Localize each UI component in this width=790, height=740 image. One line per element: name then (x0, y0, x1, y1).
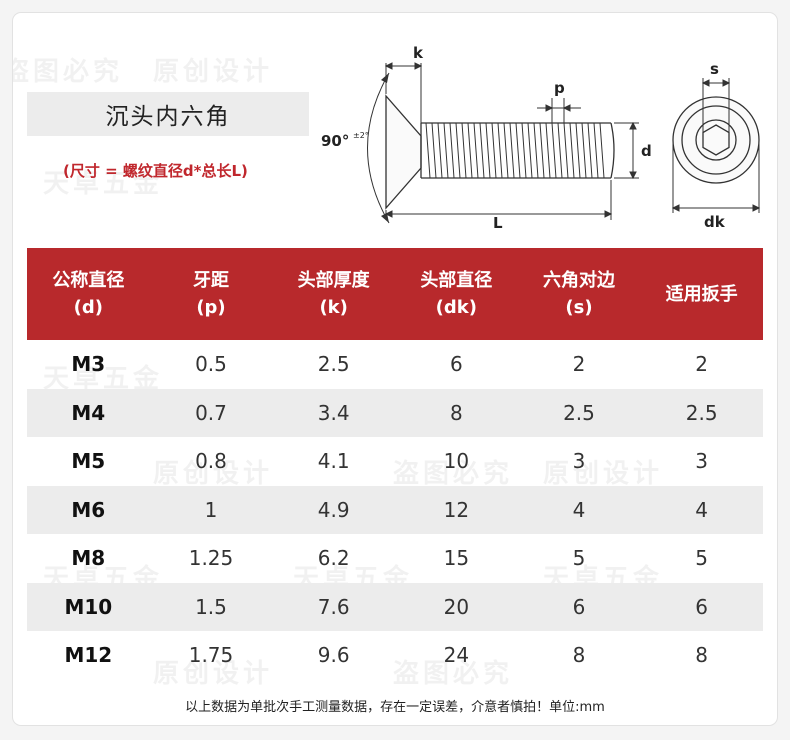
header-head-diameter: 头部直径 (dk) (420, 270, 493, 318)
header-head-thickness: 头部厚度 (k) (297, 270, 370, 318)
watermark: 盗图必究 (393, 659, 514, 689)
d-dimension (614, 121, 639, 180)
table-row: M3 0.5 2.5 6 2 2 (71, 352, 709, 377)
screw-diagram: k p 90° ±2° d (321, 44, 761, 232)
angle-tolerance: ±2° (353, 131, 369, 140)
watermark: 盗图必究 (393, 459, 514, 489)
watermark: 原创设计 (153, 659, 274, 689)
s-label: s (710, 60, 719, 78)
dk-label: dk (704, 213, 726, 231)
table-row: M6 1 4.9 12 4 4 (27, 485, 763, 534)
spec-card: 原创设计 盗图必究 天卓五金 天卓五金 原创设计 盗图必究 原创设计 天卓五金 … (13, 13, 777, 725)
table-row: M5 0.8 4.1 10 3 3 (71, 449, 709, 474)
angle-label: 90° (321, 132, 349, 150)
L-label: L (493, 214, 503, 232)
page-title: 沉头内六角 (27, 92, 309, 136)
L-dimension (384, 180, 613, 220)
spec-table-header: 公称直径 (d) 牙距 (p) 头部厚度 (k) 头部直径 (dk) 六角对边 (s) 适… (27, 248, 763, 340)
table-row: M8 1.25 6.2 15 5 5 (71, 546, 709, 571)
spec-table-body: M3 0.5 2.5 6 2 2 M4 0.7 3.4 8 2.5 2.5 M5… (27, 340, 763, 680)
screw-side-view (385, 94, 615, 210)
measurement-disclaimer: 以上数据为单批次手工测量数据，存在一定误差，介意者慎拍！单位:mm (185, 700, 605, 715)
size-format-note: (尺寸 = 螺纹直径d*总长L) (63, 162, 248, 180)
p-label: p (554, 79, 565, 97)
table-row: M12 1.75 9.6 24 8 8 (64, 643, 709, 668)
watermark: 原创设计 (153, 57, 274, 87)
header-nominal-diameter: 公称直径 (d) (52, 270, 125, 318)
watermark: 原创设计 (543, 459, 664, 489)
screw-top-view (672, 96, 760, 184)
s-dimension (701, 78, 731, 132)
header-wrench-size: 适用扳手 (665, 283, 738, 305)
table-row: M4 0.7 3.4 8 2.5 2.5 (27, 388, 763, 437)
d-label: d (641, 142, 652, 160)
p-dimension (537, 98, 581, 123)
k-label: k (413, 44, 424, 62)
watermark: 盗图必究 (13, 57, 124, 87)
watermark: 天卓五金 (43, 169, 164, 199)
watermark: 原创设计 (153, 459, 274, 489)
angle-arc (367, 72, 390, 224)
table-row: M10 1.5 7.6 20 6 6 (27, 582, 763, 631)
header-pitch: 牙距 (p) (192, 270, 229, 318)
header-hex-across-flats: 六角对边 (s) (542, 270, 615, 318)
dk-dimension (671, 143, 761, 213)
